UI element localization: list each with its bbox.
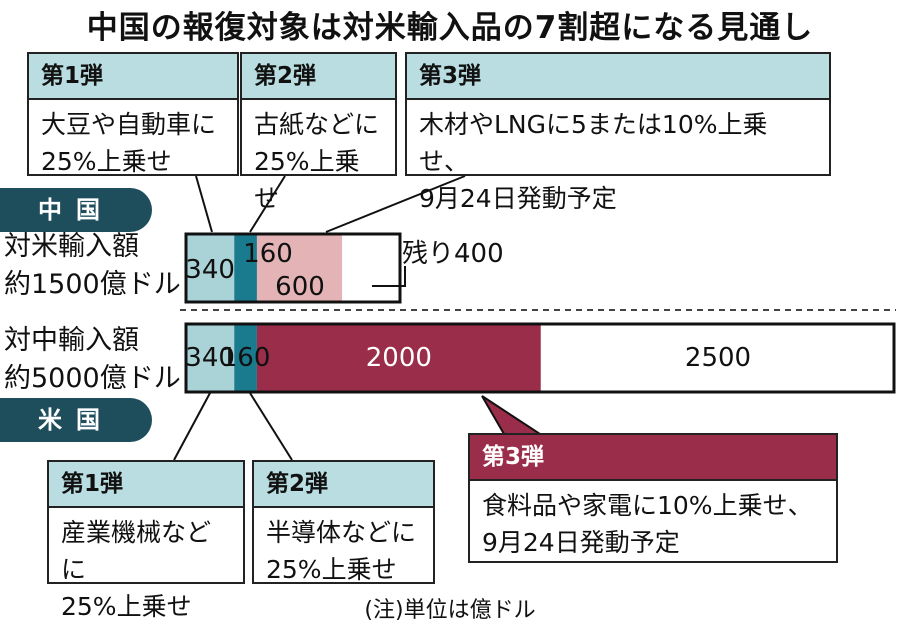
usa-tag: 米国 — [0, 398, 152, 442]
usa-bar-segment-2 — [234, 324, 257, 392]
usa-import-label: 対中輸入額 約5000億ドル — [4, 325, 181, 394]
usa-round1-heading: 第1弾 — [49, 462, 243, 508]
usa-round3-text: 食料品や家電に10%上乗せ、 9月24日発動予定 — [482, 491, 813, 557]
china-bar-label-2: 160 — [243, 239, 293, 269]
usa-round2-heading: 第2弾 — [254, 462, 433, 508]
china-bar-segment-2 — [234, 234, 257, 302]
china-connectors — [195, 175, 466, 233]
usa-round3-box: 第3弾 食料品や家電に10%上乗せ、 9月24日発動予定 — [468, 433, 838, 563]
usa-bar-label-4: 2500 — [685, 343, 751, 373]
usa-round3-heading: 第3弾 — [470, 435, 836, 481]
china-import-label: 対米輸入額 約1500億ドル — [4, 231, 181, 300]
china-round3-pointer — [325, 175, 466, 233]
china-round3-box: 第3弾 木材やLNGに5または10%上乗せ、 9月24日発動予定 — [405, 52, 831, 213]
china-tag: 中国 — [0, 188, 152, 232]
usa-round1-text: 産業機械などに 25%上乗せ — [61, 518, 212, 621]
china-bar-label-3: 600 — [275, 272, 325, 302]
unit-note: (注)単位は億ドル — [364, 598, 536, 623]
usa-round3-pointer — [481, 395, 544, 435]
china-bar-label-4: 残り400 — [402, 239, 504, 269]
china-round3-text: 木材やLNGに5または10%上乗せ、 9月24日発動予定 — [419, 110, 768, 213]
usa-bar-label-1: 340 — [185, 343, 235, 373]
china-round1-text: 大豆や自動車に 25%上乗せ — [41, 110, 217, 176]
usa-bar-label-2: 160 — [221, 343, 271, 373]
china-bar-segment-3 — [256, 234, 343, 302]
china-round2-box: 第2弾 古紙などに 25%上乗せ — [240, 52, 397, 213]
usa-bar-segment-3 — [256, 324, 541, 392]
chart-title: 中国の報復対象は対米輸入品の7割超になる見通し — [86, 10, 814, 46]
china-round2-heading: 第2弾 — [242, 54, 395, 100]
remaining-leader-line — [372, 266, 406, 287]
usa-round1-pointer — [173, 392, 211, 461]
usa-bar-outline — [184, 322, 896, 394]
china-bar-outline — [184, 232, 402, 304]
china-round2-text: 古紙などに 25%上乗せ — [254, 110, 380, 213]
usa-bar-label-3: 2000 — [366, 343, 432, 373]
usa-bar-segment-1 — [186, 324, 235, 392]
china-bar-segment-1 — [186, 234, 235, 302]
usa-round2-pointer — [249, 392, 293, 461]
china-round3-heading: 第3弾 — [407, 54, 829, 100]
china-round1-heading: 第1弾 — [29, 54, 237, 100]
china-round2-pointer — [249, 175, 286, 233]
usa-round1-box: 第1弾 産業機械などに 25%上乗せ — [47, 460, 245, 621]
china-round1-pointer — [195, 175, 213, 233]
china-bar-label-1: 340 — [185, 255, 235, 285]
usa-round2-box: 第2弾 半導体などに 25%上乗せ — [252, 460, 435, 584]
usa-round2-text: 半導体などに 25%上乗せ — [266, 518, 417, 584]
china-round1-box: 第1弾 大豆や自動車に 25%上乗せ — [27, 52, 239, 176]
